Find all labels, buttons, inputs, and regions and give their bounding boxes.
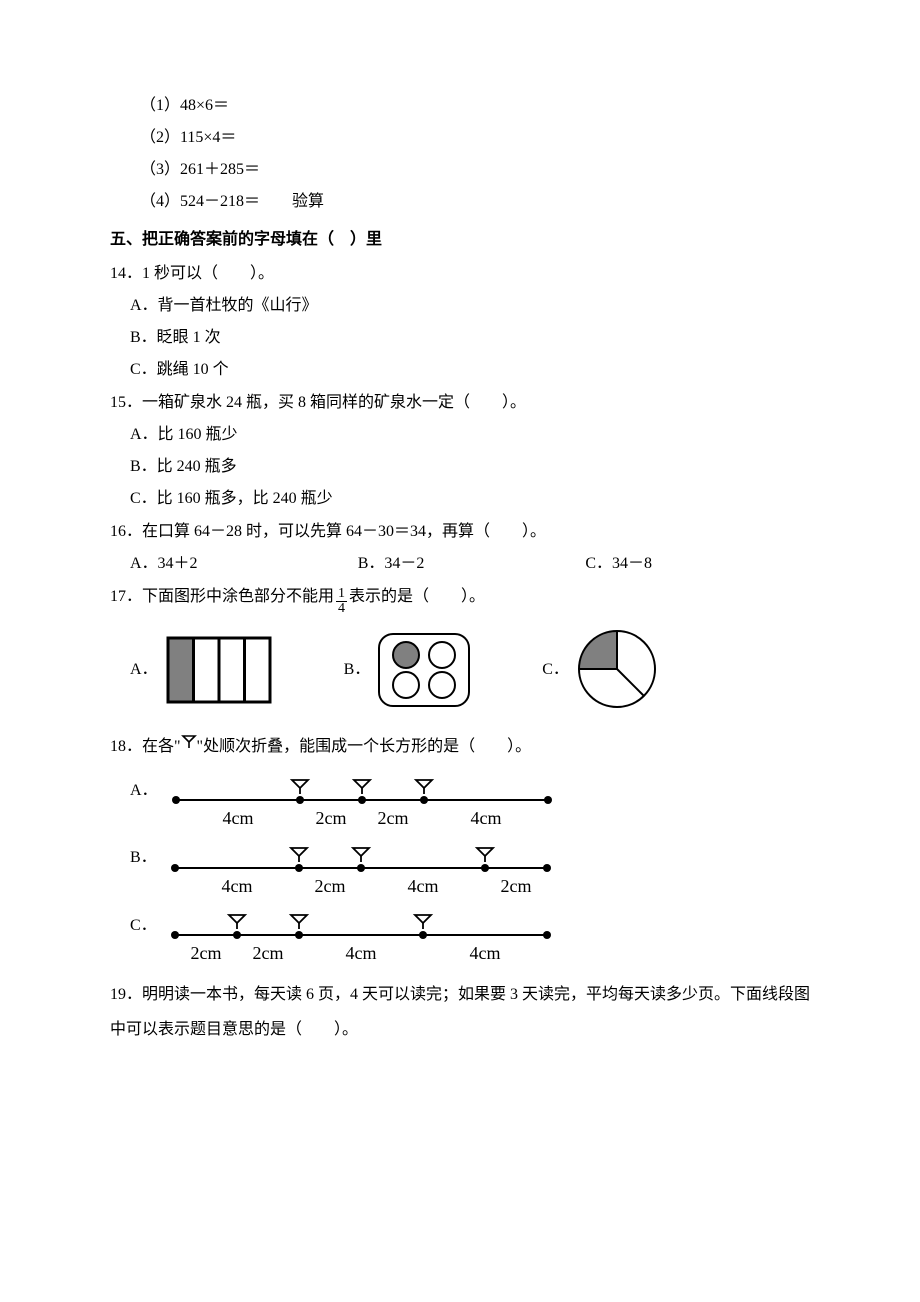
fold-marker-icon xyxy=(181,734,197,754)
q18-option-a-label: A． xyxy=(130,782,158,799)
q16-option-a: A．34＋2 xyxy=(130,548,358,580)
fraction-one-quarter: 14 xyxy=(336,587,347,616)
q18-option-b-row: B． 4cm 2cm 4cm 2cm xyxy=(110,842,820,897)
q17-options-row: A． B． C． xyxy=(110,627,820,713)
q17-option-b-label: B． xyxy=(344,654,377,686)
q17-figure-a xyxy=(164,636,274,704)
q17-stem-prefix: 17．下面图形中涂色部分不能用 xyxy=(110,588,334,605)
q18-option-a-row: A． 4cm 2cm 2cm 4cm xyxy=(110,775,820,830)
q17-figure-c xyxy=(575,627,661,713)
q13-item-4: （4）524－218＝ 验算 xyxy=(110,186,820,218)
svg-text:2cm: 2cm xyxy=(252,943,283,963)
q18-option-c-label: C． xyxy=(130,917,157,934)
svg-text:4cm: 4cm xyxy=(470,808,501,828)
q17-stem: 17．下面图形中涂色部分不能用14表示的是（ ）。 xyxy=(110,581,820,613)
q18-stem-prefix: 18．在各" xyxy=(110,738,181,755)
q13-item-1: （1）48×6＝ xyxy=(110,90,820,122)
svg-text:2cm: 2cm xyxy=(500,876,531,896)
q16-option-c: C．34－8 xyxy=(585,548,813,580)
q17-option-a-label: A． xyxy=(130,654,164,686)
q18-option-c-row: C． 2cm 2cm 4cm 4cm xyxy=(110,910,820,965)
q18-figure-a: 4cm 2cm 2cm 4cm xyxy=(162,776,562,830)
q19-stem: 19．明明读一本书，每天读 6 页，4 天可以读完；如果要 3 天读完，平均每天… xyxy=(110,977,820,1047)
q15-option-a: A．比 160 瓶少 xyxy=(110,419,820,451)
q14-option-a: A．背一首杜牧的《山行》 xyxy=(110,290,820,322)
svg-text:2cm: 2cm xyxy=(377,808,408,828)
svg-text:4cm: 4cm xyxy=(221,876,252,896)
svg-text:4cm: 4cm xyxy=(222,808,253,828)
q15-option-c: C．比 160 瓶多，比 240 瓶少 xyxy=(110,483,820,515)
q14-option-c: C．跳绳 10 个 xyxy=(110,354,820,386)
section-5-title: 五、把正确答案前的字母填在（ ）里 xyxy=(110,224,820,256)
svg-text:2cm: 2cm xyxy=(314,876,345,896)
q18-option-b-label: B． xyxy=(130,849,157,866)
svg-text:2cm: 2cm xyxy=(315,808,346,828)
q13-item-2: （2）115×4＝ xyxy=(110,122,820,154)
q18-figure-b: 4cm 2cm 4cm 2cm xyxy=(161,844,561,898)
q17-stem-suffix: 表示的是（ ）。 xyxy=(349,588,485,605)
q18-stem: 18．在各" "处顺次折叠，能围成一个长方形的是（ ）。 xyxy=(110,731,820,763)
q18-stem-suffix: "处顺次折叠，能围成一个长方形的是（ ）。 xyxy=(197,738,532,755)
q15-option-b: B．比 240 瓶多 xyxy=(110,451,820,483)
svg-text:4cm: 4cm xyxy=(469,943,500,963)
q13-item-3: （3）261＋285＝ xyxy=(110,154,820,186)
q16-option-b: B．34－2 xyxy=(358,548,586,580)
q14-stem: 14．1 秒可以（ ）。 xyxy=(110,258,820,290)
q16-stem: 16．在口算 64－28 时，可以先算 64－30＝34，再算（ ）。 xyxy=(110,516,820,548)
q14-option-b: B．眨眼 1 次 xyxy=(110,322,820,354)
svg-text:2cm: 2cm xyxy=(190,943,221,963)
q18-figure-c: 2cm 2cm 4cm 4cm xyxy=(161,911,561,965)
svg-text:4cm: 4cm xyxy=(345,943,376,963)
svg-text:4cm: 4cm xyxy=(407,876,438,896)
q15-stem: 15．一箱矿泉水 24 瓶，买 8 箱同样的矿泉水一定（ ）。 xyxy=(110,387,820,419)
q17-figure-b xyxy=(376,631,472,709)
q17-option-c-label: C． xyxy=(542,654,575,686)
